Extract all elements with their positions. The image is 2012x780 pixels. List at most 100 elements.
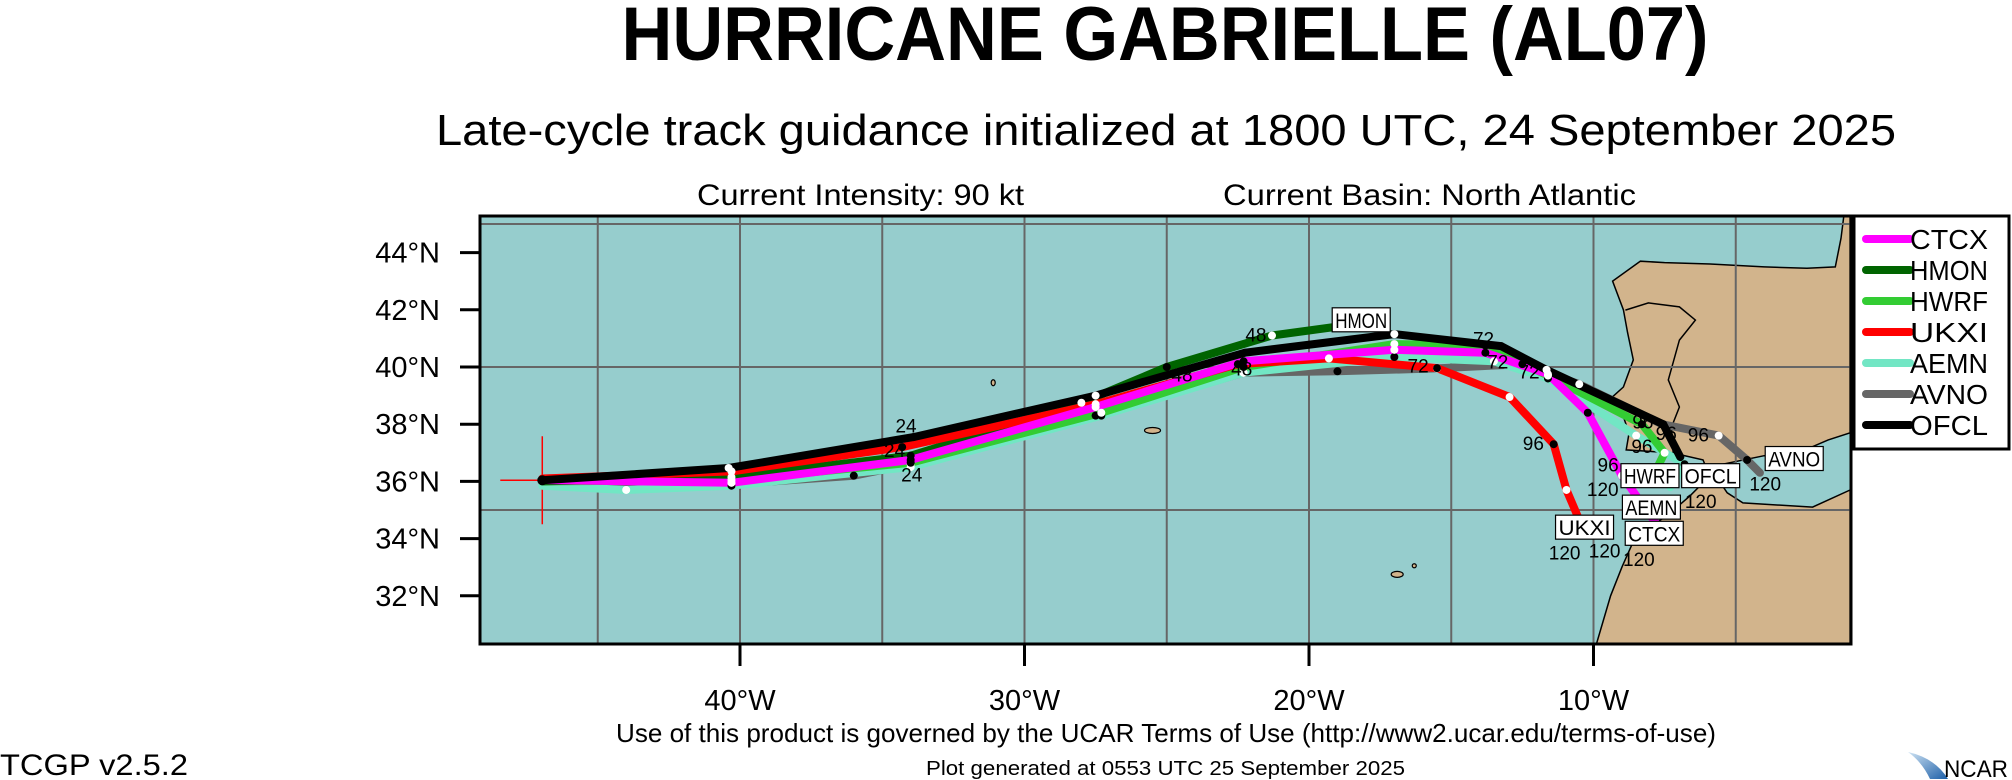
legend-label-hwrf: HWRF xyxy=(1910,286,1988,317)
track-point-avno xyxy=(1518,360,1527,369)
y-tick-label: 44°N xyxy=(375,238,440,270)
forecast-hour-label: 24 xyxy=(884,441,906,462)
track-end-label-text: OFCL xyxy=(1685,466,1737,489)
forecast-hour-label: 96 xyxy=(1656,424,1677,445)
y-tick-label: 38°N xyxy=(375,409,440,441)
track-point-hmon xyxy=(1162,363,1171,371)
forecast-hour-label: 96 xyxy=(1631,437,1652,458)
legend-label-ofcl: OFCL xyxy=(1910,410,1988,441)
border-portugal-spain xyxy=(1625,302,1697,453)
track-end-label: UKXI xyxy=(1554,514,1615,540)
track-point-ctcx xyxy=(1091,403,1100,412)
plot-generated: Plot generated at 0553 UTC 25 September … xyxy=(926,758,1405,780)
track-end-label-text: CTCX xyxy=(1628,523,1680,546)
track-point-ofcl xyxy=(909,433,918,442)
forecast-hour-label: 48 xyxy=(1171,365,1192,386)
track-point-ofcl xyxy=(1659,420,1668,429)
forecast-hour-label: 120 xyxy=(1589,542,1621,563)
track-end-label-box xyxy=(1681,463,1741,489)
track-point-ukxi xyxy=(1549,440,1558,449)
island xyxy=(1411,563,1417,569)
chart-subtitle: Late-cycle track guidance initialized at… xyxy=(436,106,1896,155)
track-point-ofcl xyxy=(1240,348,1249,357)
track-point-avno xyxy=(1575,380,1584,389)
forecast-hour-label: 120 xyxy=(1685,492,1717,513)
y-tick-label: 34°N xyxy=(375,524,440,556)
forecast-hour-label: 24 xyxy=(901,466,923,487)
track-point-aemn xyxy=(1632,431,1641,440)
legend-label-aemn: AEMN xyxy=(1910,348,1988,379)
track-end-label-text: AEMN xyxy=(1625,497,1677,520)
track-point-ctcx xyxy=(906,455,915,464)
forecast-hour-label: 24 xyxy=(895,417,917,438)
track-end-label-text: HWRF xyxy=(1624,466,1676,489)
initial-position-dot xyxy=(537,475,548,486)
map-frame xyxy=(478,214,1853,646)
track-point-aemn xyxy=(622,485,631,494)
forecast-hour-label: 72 xyxy=(1473,329,1494,350)
track-point-ofcl xyxy=(1497,342,1506,351)
forecast-hour-label: 96 xyxy=(1598,455,1619,476)
track-end-label: AVNO xyxy=(1764,445,1824,472)
forecast-hour-label: 72 xyxy=(1487,352,1508,373)
track-point-ofcl xyxy=(1542,365,1551,374)
chart-title: HURRICANE GABRIELLE (AL07) xyxy=(622,0,1709,77)
track-point-aemn xyxy=(1239,368,1248,377)
legend-label-hmon: HMON xyxy=(1910,255,1988,286)
track-point-hmon xyxy=(1077,398,1086,407)
track-point-ukxi xyxy=(1505,393,1514,402)
forecast-hour-label: 120 xyxy=(1749,475,1781,496)
axes: 44°N 42°N 40°N 38°N 36°N 34°N 32°N 40°W 30°W 20°W… xyxy=(375,238,1630,717)
forecast-hour-label: 72 xyxy=(1408,357,1429,378)
track-end-label-text: HMON xyxy=(1335,310,1387,333)
current-intensity: Current Intensity: 90 kt xyxy=(697,179,1025,212)
track-end-label: AEMN xyxy=(1621,494,1682,520)
track-point-aemn xyxy=(1489,357,1498,366)
track-point-ukxi xyxy=(1562,485,1571,494)
y-tick-label: 32°N xyxy=(375,581,440,613)
legend-label-ukxi: UKXI xyxy=(1910,317,1988,348)
forecast-hour-label: 96 xyxy=(1632,412,1653,433)
track-end-label-box xyxy=(1331,307,1391,333)
track-end-label-box xyxy=(1764,445,1824,472)
map-layer: AVNO AEMN HWRF HMON UKXI CTCX OFCL 24 24 24 48 48 48… xyxy=(480,216,1851,644)
track-point-ukxi xyxy=(1433,364,1442,373)
track-point-hwrf xyxy=(1637,420,1646,429)
track-end-label-box xyxy=(1620,463,1680,489)
forecast-hour-label: 48 xyxy=(1231,360,1252,381)
island xyxy=(1390,570,1404,578)
island xyxy=(990,379,996,387)
track-end-label: HMON xyxy=(1331,307,1391,333)
y-tick-label: 36°N xyxy=(375,466,440,498)
track-point-hmon xyxy=(727,473,736,482)
track-end-label-text: AVNO xyxy=(1768,449,1820,472)
track-end-label-box xyxy=(1624,520,1684,546)
track-point-ukxi xyxy=(1324,354,1333,363)
track-point-ukxi xyxy=(898,443,907,452)
track-point-avno xyxy=(1333,367,1342,376)
track-point-hwrf xyxy=(1390,340,1399,349)
x-tick-label: 40°W xyxy=(704,685,776,717)
track-end-label: OFCL xyxy=(1681,463,1741,489)
track-point-ctcx xyxy=(1583,408,1592,417)
legend-label-avno: AVNO xyxy=(1910,379,1988,410)
x-tick-label: 20°W xyxy=(1273,685,1345,717)
forecast-hour-label: 96 xyxy=(1523,434,1544,455)
legend-label-ctcx: CTCX xyxy=(1910,224,1988,255)
island xyxy=(1143,426,1162,435)
track-point-avno xyxy=(849,471,858,480)
track-point-hmon xyxy=(1268,331,1277,340)
track-point-ctcx xyxy=(1481,348,1490,357)
ncar-logo-text: NCAR xyxy=(1944,756,2008,780)
track-end-label-box xyxy=(1621,494,1682,520)
track-end-label: HWRF xyxy=(1620,463,1680,489)
track-ofcl xyxy=(538,330,1685,485)
track-end-label-text: UKXI xyxy=(1559,517,1611,540)
forecast-hour-label: 120 xyxy=(1549,544,1581,565)
track-end-label-box xyxy=(1554,514,1615,540)
forecast-hour-label: 96 xyxy=(1688,425,1709,446)
track-point-hwrf xyxy=(1097,408,1106,417)
version-label: TCGP v2.5.2 xyxy=(0,749,188,780)
track-point-hwrf xyxy=(1481,341,1490,350)
